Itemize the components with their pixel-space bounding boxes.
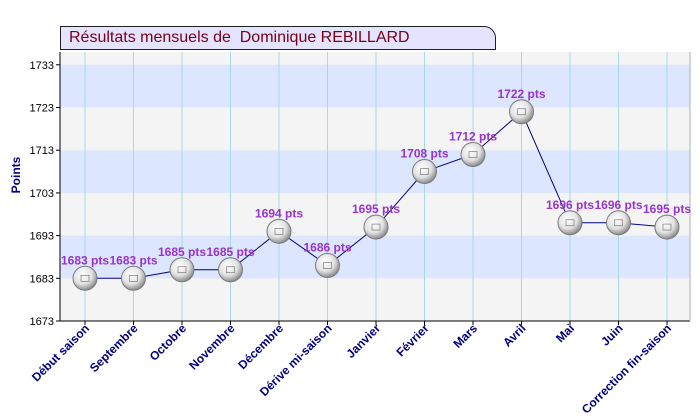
y-tick-label: 1713: [30, 145, 54, 157]
y-tick-label: 1683: [30, 273, 54, 285]
data-point: [606, 210, 631, 236]
x-tick-label: Mai: [553, 321, 577, 345]
data-point: [509, 99, 534, 125]
data-label: 1695 pts: [643, 202, 691, 216]
data-label: 1696 pts: [594, 198, 642, 212]
x-tick-label: Février: [393, 321, 431, 359]
data-point: [654, 214, 680, 240]
data-point: [412, 159, 437, 185]
band: [60, 52, 690, 65]
x-tick-label: Novembre: [186, 321, 238, 373]
data-point: [315, 252, 340, 278]
data-label: 1696 pts: [546, 198, 594, 212]
y-tick-label: 1693: [30, 231, 54, 243]
axes: [56, 52, 691, 325]
data-label: 1685 pts: [206, 245, 254, 259]
y-tick-label: 1733: [30, 60, 54, 72]
x-tick-label: Décembre: [235, 321, 286, 372]
x-tick-label: Avril: [500, 321, 528, 349]
data-label: 1694 pts: [255, 206, 303, 220]
x-tick-label: Mars: [450, 321, 480, 351]
data-point: [460, 141, 486, 167]
data-point: [557, 210, 583, 236]
x-tick-label: Septembre: [87, 321, 141, 375]
data-point: [72, 265, 98, 291]
data-point: [363, 214, 389, 240]
y-tick-labels: 1673 1683 1693 1703 1713 1723 1733: [30, 60, 54, 328]
data-point: [266, 218, 292, 244]
data-label: 1708 pts: [400, 147, 448, 161]
y-tick-label: 1723: [30, 103, 54, 115]
y-tick-label: 1673: [30, 316, 54, 328]
background-bands: [60, 52, 690, 321]
x-tick-label: Correction fin-saison: [579, 321, 674, 416]
data-point: [218, 257, 243, 283]
data-label: 1695 pts: [352, 202, 400, 216]
data-label: 1685 pts: [158, 245, 206, 259]
band: [60, 150, 690, 193]
x-tick-label: Janvier: [344, 321, 384, 361]
y-tick-label: 1703: [30, 188, 54, 200]
band: [60, 278, 690, 321]
data-point: [169, 257, 195, 283]
data-points: [72, 99, 680, 291]
x-tick-label: Début saison: [29, 321, 92, 384]
chart-title-box: Résultats mensuels de Dominique REBILLAR…: [60, 26, 496, 50]
data-label: 1683 pts: [109, 253, 157, 267]
x-tick-label: Octobre: [147, 321, 190, 364]
data-label: 1686 pts: [303, 240, 351, 254]
data-label: 1712 pts: [449, 129, 497, 143]
band: [60, 64, 690, 108]
data-label: 1683 pts: [61, 253, 109, 267]
chart-title: Résultats mensuels de Dominique REBILLAR…: [69, 29, 410, 46]
data-point: [121, 265, 146, 291]
band: [60, 107, 690, 151]
x-tick-label: Juin: [598, 321, 625, 348]
y-axis-label: Points: [9, 156, 23, 193]
band: [60, 235, 690, 279]
data-label: 1722 pts: [497, 87, 545, 101]
